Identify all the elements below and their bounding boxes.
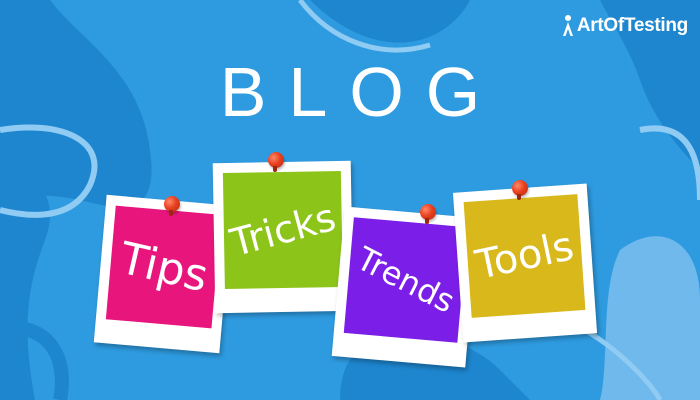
tools-polaroid-card: Tools xyxy=(452,183,598,343)
trends-card-face: Trends xyxy=(343,217,468,343)
pushpin-icon xyxy=(268,152,284,172)
blog-headline: BLOG xyxy=(219,53,503,131)
pushpin-icon xyxy=(512,180,528,200)
tips-label: Tips xyxy=(114,232,213,302)
pushpin-icon xyxy=(164,196,180,216)
logo-text: ArtOfTesting xyxy=(576,15,688,36)
tricks-card-face: Tricks xyxy=(222,170,343,290)
pin-person-icon xyxy=(562,15,573,36)
tricks-label: Tricks xyxy=(225,194,341,266)
pushpin-icon xyxy=(420,204,436,224)
tools-label: Tools xyxy=(471,223,578,289)
tricks-polaroid-card: Tricks xyxy=(212,160,354,314)
tips-polaroid-card: Tips xyxy=(93,194,233,354)
tips-card-face: Tips xyxy=(105,205,222,329)
trends-label: Trends xyxy=(350,239,461,321)
tools-card-face: Tools xyxy=(463,194,586,318)
artoftesting-logo[interactable]: ArtOfTesting xyxy=(561,14,688,37)
